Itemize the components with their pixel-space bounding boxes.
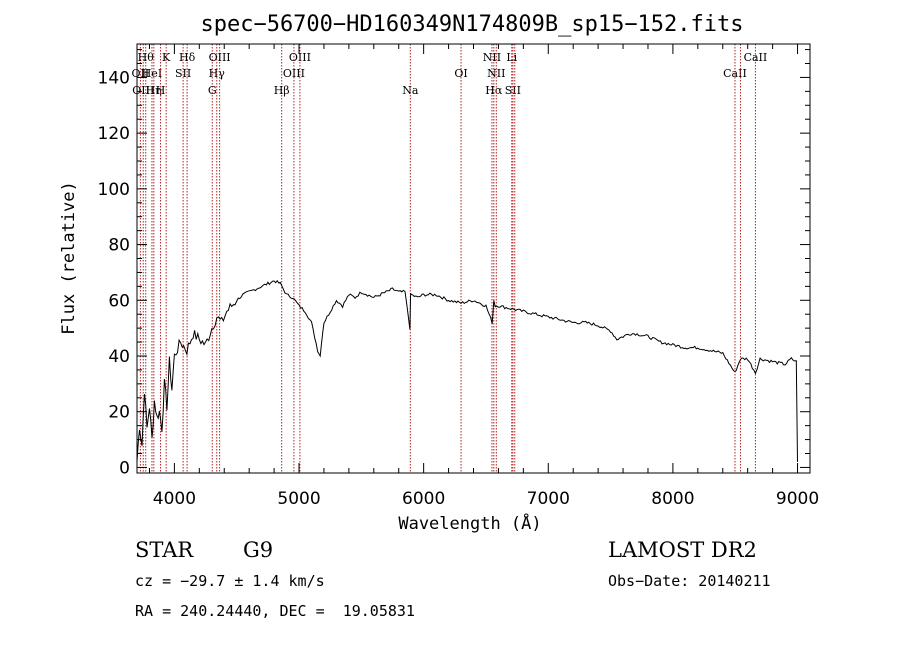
line-marker-label: OI	[454, 67, 467, 80]
line-marker-label: SII	[175, 67, 191, 80]
y-tick-label: 120	[98, 124, 130, 144]
x-tick-label: 4000	[153, 489, 196, 509]
line-marker-label: CaII	[744, 51, 768, 64]
coordinates-text: RA = 240.24440, DEC = 19.05831	[135, 602, 415, 620]
line-marker-label: Li	[506, 51, 517, 64]
line-marker-label: HeI	[142, 67, 162, 80]
y-tick-label: 60	[108, 291, 130, 311]
x-tick-label: 7000	[527, 489, 570, 509]
line-marker-label: OIII	[132, 84, 154, 97]
line-marker-label: OII	[132, 67, 150, 80]
y-axis-label: Flux (relative)	[59, 181, 79, 335]
y-axis-ticks: 0 20 40 60 80 100 120 140	[98, 49, 810, 478]
x-tick-label: 6000	[402, 489, 445, 509]
line-marker-label: K	[162, 51, 171, 64]
line-marker-label: Hδ	[179, 51, 196, 64]
line-marker-label: OIII	[209, 51, 231, 64]
x-axis-ticks: 4000 5000 6000 7000 8000 9000	[148, 44, 819, 509]
line-marker-label: H	[156, 84, 166, 97]
line-markers: OII OIII Hθ HeI HηH K SII Hδ G Hγ OIII Hβ OIII OIII Na…	[132, 44, 768, 473]
obs-date-text: Obs−Date: 20140211	[608, 572, 771, 590]
x-tick-label: 5000	[277, 489, 320, 509]
plot-frame	[136, 43, 811, 474]
y-tick-label: 100	[98, 180, 130, 200]
line-marker-label: Hβ	[274, 84, 290, 97]
spectrum-line	[136, 279, 798, 463]
x-tick-label: 9000	[776, 489, 819, 509]
chart-title: spec−56700−HD160349N174809B_sp15−152.fit…	[200, 12, 743, 37]
line-marker-label: Hη	[146, 84, 162, 97]
subclass-label: G9	[243, 538, 274, 562]
line-marker-label: Hγ	[209, 67, 226, 80]
redshift-text: cz = −29.7 ± 1.4 km/s	[135, 572, 325, 590]
line-marker-label: SII	[505, 84, 521, 97]
line-marker-label: OIII	[283, 67, 305, 80]
line-marker-label: NII	[483, 51, 501, 64]
line-marker-label: Na	[402, 84, 419, 97]
y-tick-label: 140	[98, 68, 130, 88]
class-label: STAR	[135, 538, 194, 562]
line-marker-label: G	[208, 84, 217, 97]
y-tick-label: 20	[108, 403, 130, 423]
survey-label: LAMOST DR2	[608, 538, 757, 562]
line-marker-label: Hα	[485, 84, 503, 97]
y-tick-label: 0	[119, 458, 130, 478]
x-tick-label: 8000	[651, 489, 694, 509]
y-tick-label: 40	[108, 347, 130, 367]
y-tick-label: 80	[108, 236, 130, 256]
line-marker-label: NII	[487, 67, 505, 80]
x-axis-label: Wavelength (Å)	[398, 512, 541, 534]
line-marker-label: OIII	[289, 51, 311, 64]
line-marker-label: Hθ	[138, 51, 155, 64]
line-marker-label: CaII	[723, 67, 747, 80]
